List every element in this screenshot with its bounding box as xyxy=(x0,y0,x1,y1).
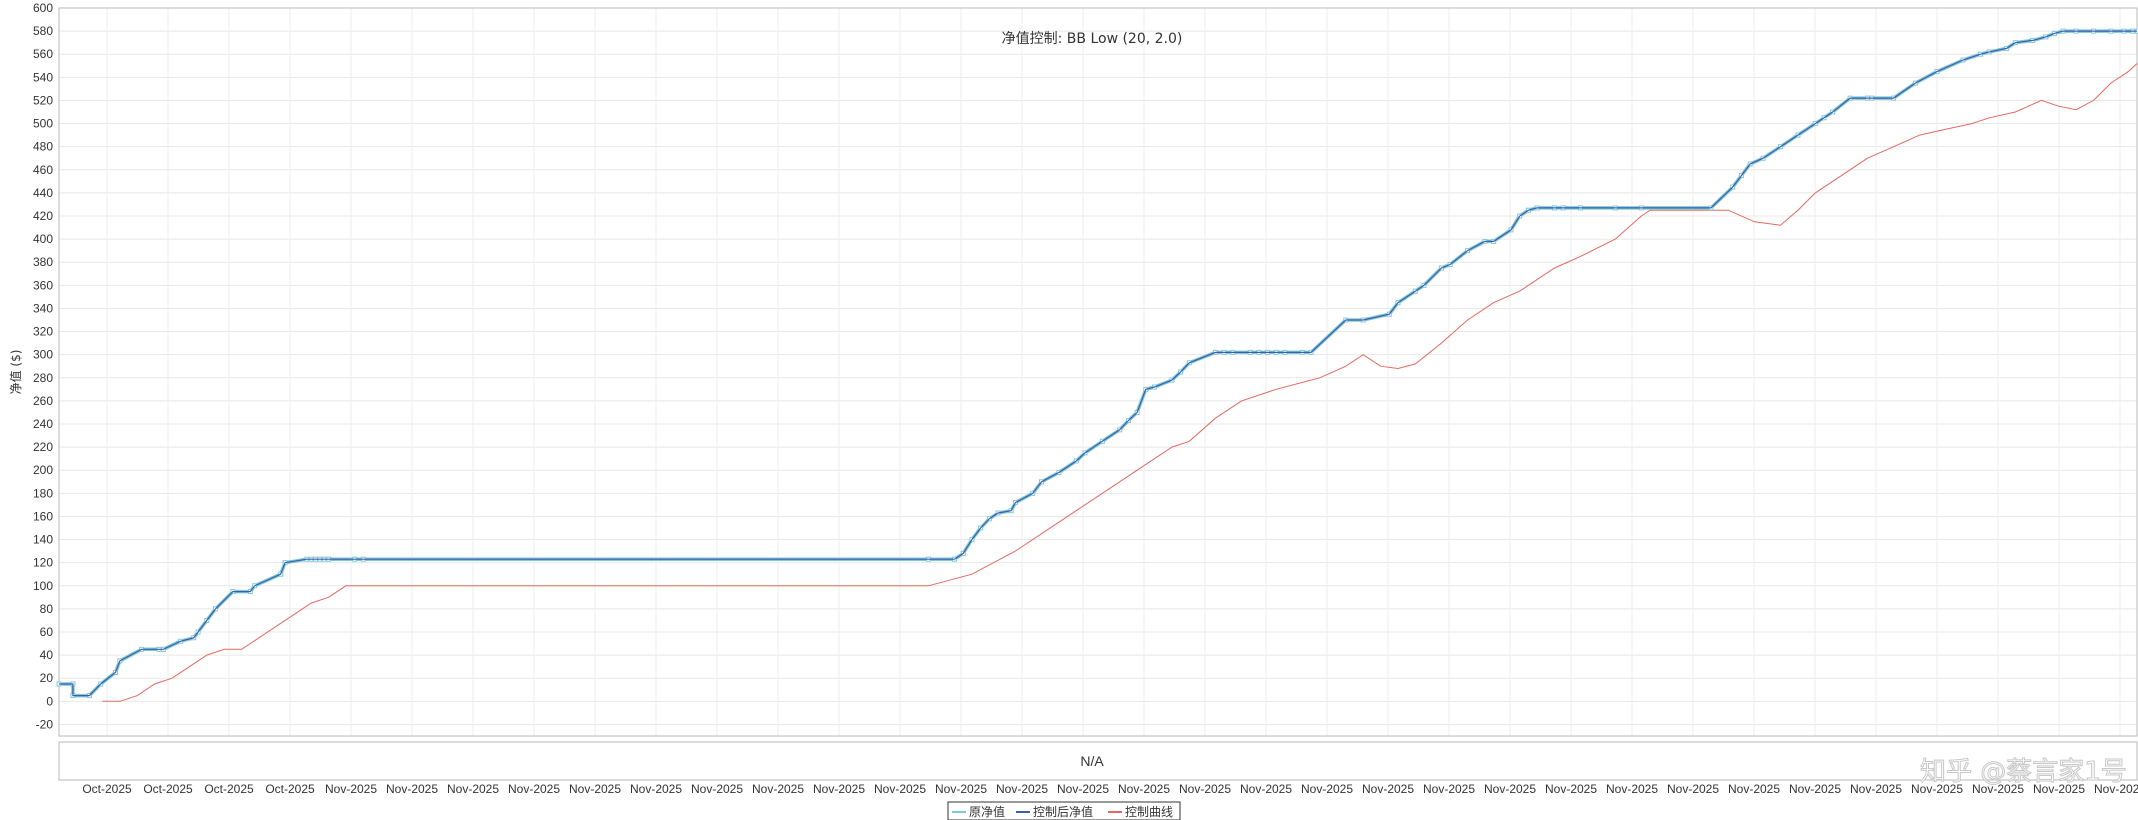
x-tick-label: Nov-2025 xyxy=(1118,782,1170,796)
y-tick-label: 200 xyxy=(33,463,53,477)
y-tick-label: 160 xyxy=(33,509,53,523)
x-tick-label: Nov-2025 xyxy=(2033,782,2085,796)
legend-item: 原净值 xyxy=(952,804,1005,819)
x-tick-label: Nov-2025 xyxy=(1850,782,1902,796)
x-tick-label: Nov-2025 xyxy=(630,782,682,796)
chart-title: 净值控制: BB Low (20, 2.0) xyxy=(1002,31,1183,47)
x-tick-label: Nov-2025 xyxy=(1179,782,1231,796)
x-tick-label: Nov-2025 xyxy=(752,782,804,796)
y-tick-label: 20 xyxy=(40,671,54,685)
x-tick-label: Nov-2025 xyxy=(2094,782,2138,796)
y-tick-label: 0 xyxy=(46,694,53,708)
x-tick-label: Nov-2025 xyxy=(1545,782,1597,796)
x-tick-label: Nov-2025 xyxy=(1301,782,1353,796)
x-tick-label: Nov-2025 xyxy=(813,782,865,796)
x-tick-label: Oct-2025 xyxy=(265,782,315,796)
y-tick-label: 40 xyxy=(40,648,54,662)
legend-box xyxy=(947,801,1181,820)
y-tick-label: 480 xyxy=(33,140,53,154)
y-tick-label: 600 xyxy=(33,1,53,15)
legend-label: 原净值 xyxy=(969,804,1005,819)
y-tick-label: 320 xyxy=(33,325,53,339)
y-tick-label: 520 xyxy=(33,93,53,107)
x-tick-label: Nov-2025 xyxy=(691,782,743,796)
x-tick-label: Nov-2025 xyxy=(325,782,377,796)
y-tick-label: 360 xyxy=(33,278,53,292)
x-tick-label: Oct-2025 xyxy=(204,782,254,796)
legend-item: 控制后净值 xyxy=(1016,804,1093,819)
x-tick-label: Nov-2025 xyxy=(386,782,438,796)
y-tick-label: 300 xyxy=(33,348,53,362)
x-tick-label: Nov-2025 xyxy=(447,782,499,796)
y-tick-label: 240 xyxy=(33,417,53,431)
x-tick-label: Nov-2025 xyxy=(996,782,1048,796)
x-tick-label: Nov-2025 xyxy=(1484,782,1536,796)
y-axis: -20 0 20 40 60 80 100 120 140 160 180 200 220 240 260 2… xyxy=(33,1,53,731)
y-tick-label: 380 xyxy=(33,255,53,269)
series-line xyxy=(102,63,2138,702)
y-tick-label: 80 xyxy=(40,602,54,616)
x-tick-label: Nov-2025 xyxy=(1362,782,1414,796)
legend: 原净值 控制后净值 控制曲线 xyxy=(947,801,1181,820)
x-tick-label: Nov-2025 xyxy=(1057,782,1109,796)
y-tick-label: 220 xyxy=(33,440,53,454)
x-tick-label: Nov-2025 xyxy=(569,782,621,796)
y-tick-label: 340 xyxy=(33,301,53,315)
y-tick-label: 460 xyxy=(33,163,53,177)
y-tick-label: 580 xyxy=(33,24,53,38)
y-tick-label: 120 xyxy=(33,556,53,570)
x-tick-label: Oct-2025 xyxy=(143,782,193,796)
y-tick-label: 560 xyxy=(33,47,53,61)
series-line xyxy=(59,30,2137,697)
x-tick-label: Nov-2025 xyxy=(1240,782,1292,796)
x-tick-label: Nov-2025 xyxy=(1728,782,1780,796)
y-tick-label: 260 xyxy=(33,394,53,408)
x-tick-label: Nov-2025 xyxy=(1606,782,1658,796)
y-tick-label: 400 xyxy=(33,232,53,246)
y-tick-label: 60 xyxy=(40,625,54,639)
watermark: 知乎 @蔡言家1号 xyxy=(1920,757,2127,787)
x-axis: Oct-2025 Oct-2025 Oct-2025 Oct-2025 Nov-2025… xyxy=(82,782,2138,796)
y-tick-label: 180 xyxy=(33,486,53,500)
x-tick-label: Nov-2025 xyxy=(1789,782,1841,796)
y-tick-label: 280 xyxy=(33,371,53,385)
x-tick-label: Nov-2025 xyxy=(874,782,926,796)
series-layer xyxy=(56,28,2138,702)
y-tick-label: 500 xyxy=(33,117,53,131)
y-tick-label: 540 xyxy=(33,70,53,84)
series-3 xyxy=(102,63,2138,702)
y-tick-label: 420 xyxy=(33,209,53,223)
y-axis-label: 净值 ($) xyxy=(8,350,23,395)
x-tick-label: Nov-2025 xyxy=(508,782,560,796)
x-tick-label: Nov-2025 xyxy=(1972,782,2024,796)
sub-panel xyxy=(58,741,2138,781)
x-tick-label: Oct-2025 xyxy=(82,782,132,796)
y-tick-label: 140 xyxy=(33,533,53,547)
x-tick-label: Nov-2025 xyxy=(1667,782,1719,796)
y-tick-label: 100 xyxy=(33,579,53,593)
legend-item: 控制曲线 xyxy=(1108,805,1173,819)
series-2 xyxy=(59,30,2137,697)
sub-panel-text: N/A xyxy=(1080,753,1104,769)
y-tick-label: 440 xyxy=(33,186,53,200)
plot-area-border xyxy=(58,7,2138,737)
x-tick-label: Nov-2025 xyxy=(935,782,987,796)
legend-label: 控制曲线 xyxy=(1125,805,1173,819)
x-tick-label: Nov-2025 xyxy=(1423,782,1475,796)
legend-label: 控制后净值 xyxy=(1033,804,1093,819)
x-tick-label: Nov-2025 xyxy=(1911,782,1963,796)
y-tick-label: -20 xyxy=(36,717,54,731)
grid-lines xyxy=(59,7,2137,736)
